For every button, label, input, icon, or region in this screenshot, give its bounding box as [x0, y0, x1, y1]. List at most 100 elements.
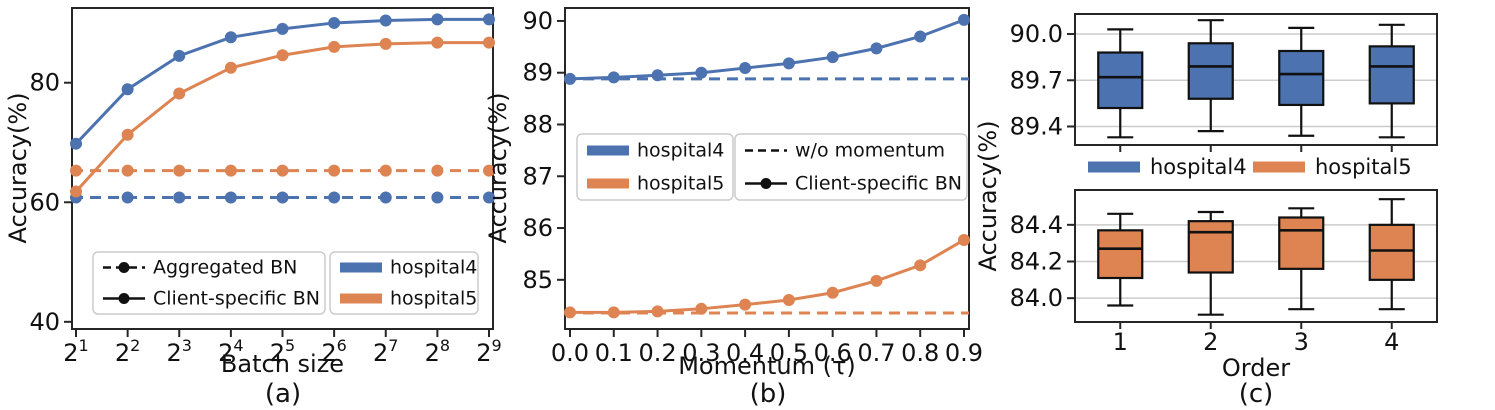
data-point — [121, 83, 134, 96]
data-point — [328, 16, 341, 29]
iqr-box — [1097, 51, 1144, 110]
caption-c: (c) — [1238, 379, 1274, 409]
data-point — [739, 298, 752, 311]
ytick-label-b: 88 — [522, 110, 553, 138]
legend-swatch-hospital4 — [340, 262, 382, 273]
ylabel-a: Accuracy(%) — [4, 92, 32, 243]
series-hospital4-client-specific-bn — [70, 13, 495, 150]
xlabel-a: Batch size — [221, 350, 344, 378]
data-point — [431, 191, 444, 204]
caption-a: (a) — [264, 379, 302, 409]
data-point — [379, 37, 392, 50]
boxplot-hospital4-4 — [1368, 23, 1415, 152]
xtick-label-b: 0.0 — [551, 339, 589, 367]
series-hospital5-aggregated-bn — [70, 164, 495, 177]
series-hospital5-client-specific-bn — [70, 36, 495, 198]
data-point — [431, 36, 444, 49]
ytick-label-b: 89 — [522, 59, 553, 87]
data-point — [121, 164, 134, 177]
ytick-label-c0: 89.4 — [1010, 113, 1063, 141]
xtick-label-c: 2 — [1203, 328, 1218, 356]
iqr-box — [1097, 229, 1144, 280]
legend: w/o momentum Client-specific BN — [734, 133, 968, 201]
legend-label-hospital5: hospital5 — [637, 173, 724, 195]
xtick-label-a: 23 — [167, 336, 192, 367]
legend-label-w-o-momentum: w/o momentum — [795, 140, 945, 162]
xtick-label-a: 28 — [425, 336, 450, 367]
ytick-label-c0: 89.7 — [1010, 66, 1063, 94]
iqr-box — [1368, 223, 1415, 281]
boxplot-hospital5-2 — [1187, 210, 1234, 329]
ytick-label-c1: 84.0 — [1010, 284, 1063, 312]
data-point — [224, 61, 237, 74]
legend: Aggregated BN Client-specific BN — [92, 251, 326, 315]
data-point — [695, 302, 708, 315]
subplot-hospital5: 84.0 84.2 84.4 — [1010, 189, 1438, 329]
ylabel-c: Accuracy(%) — [974, 120, 1002, 271]
ytick-label-a: 60 — [29, 188, 60, 216]
data-point — [173, 87, 186, 100]
data-point — [651, 305, 664, 318]
legend: hospital4 hospital5 — [329, 251, 479, 315]
boxplot-hospital4-1 — [1097, 28, 1144, 152]
series-line — [570, 238, 965, 314]
data-point — [826, 286, 839, 299]
data-point — [739, 62, 752, 75]
data-point — [826, 51, 839, 64]
data-point — [70, 185, 82, 198]
data-point — [782, 294, 795, 307]
xtick-label-a: 29 — [476, 336, 501, 367]
legend-marker — [118, 262, 130, 273]
data-point — [70, 137, 82, 150]
data-point — [483, 36, 495, 49]
legend-label-hospital5: hospital5 — [1315, 155, 1412, 179]
data-point — [173, 49, 186, 62]
data-point — [379, 191, 392, 204]
legend-label-client-specific-bn: Client-specific BN — [153, 288, 320, 310]
data-point — [870, 274, 883, 287]
data-point — [328, 40, 341, 53]
xtick-label-a: 26 — [321, 336, 346, 367]
boxplot-hospital5-3 — [1278, 207, 1325, 329]
iqr-box — [1368, 45, 1415, 105]
chart-a: 40 60 80 21 22 23 24 25 26 27 28 29 Aggregated BN Cli… — [4, 7, 502, 378]
legend-swatch-hospital4 — [587, 145, 629, 156]
data-point — [914, 30, 927, 43]
boxplot-hospital5-4 — [1368, 198, 1415, 329]
legend-label-hospital4: hospital4 — [1150, 155, 1247, 179]
data-point — [607, 306, 620, 319]
data-point — [379, 14, 392, 27]
data-point — [958, 233, 970, 246]
legend: hospital4 hospital5 — [576, 133, 734, 201]
legend: hospital4 hospital5 — [1088, 155, 1412, 179]
data-point — [651, 69, 664, 82]
xtick-label-b: 0.8 — [901, 339, 939, 367]
xlabel-c: Order — [1222, 354, 1290, 382]
xtick-label-b: 0.5 — [770, 339, 808, 367]
ytick-label-c0: 90.0 — [1010, 20, 1063, 48]
series-hospital4-aggregated-bn — [70, 191, 495, 204]
data-point — [173, 164, 186, 177]
iqr-box — [1278, 216, 1325, 270]
series-hospital5-client-specific-bn — [564, 233, 970, 319]
caption-b: (b) — [749, 379, 787, 409]
legend-frame — [734, 133, 968, 201]
series-line — [569, 18, 965, 81]
axes-frame-b — [564, 7, 970, 330]
legend-label-hospital4: hospital4 — [637, 140, 724, 162]
data-point — [431, 13, 444, 26]
chart-b: 85 86 87 88 89 90 0.0 0.1 0.2 0.3 0.4 0.5 0.6 0.7 0.8 0… — [484, 7, 983, 380]
xtick-label-b: 0.3 — [682, 339, 720, 367]
data-point — [564, 72, 576, 85]
data-point — [70, 164, 82, 177]
boxplot-hospital4-2 — [1187, 19, 1234, 152]
data-point — [224, 191, 237, 204]
xtick-label-b: 0.6 — [814, 339, 852, 367]
data-point — [483, 191, 495, 204]
data-point — [379, 164, 392, 177]
ytick-label-b: 85 — [522, 266, 553, 294]
iqr-box — [1187, 42, 1234, 100]
xlabel-b: Momentum (τ) — [678, 352, 856, 380]
data-point — [276, 49, 289, 62]
